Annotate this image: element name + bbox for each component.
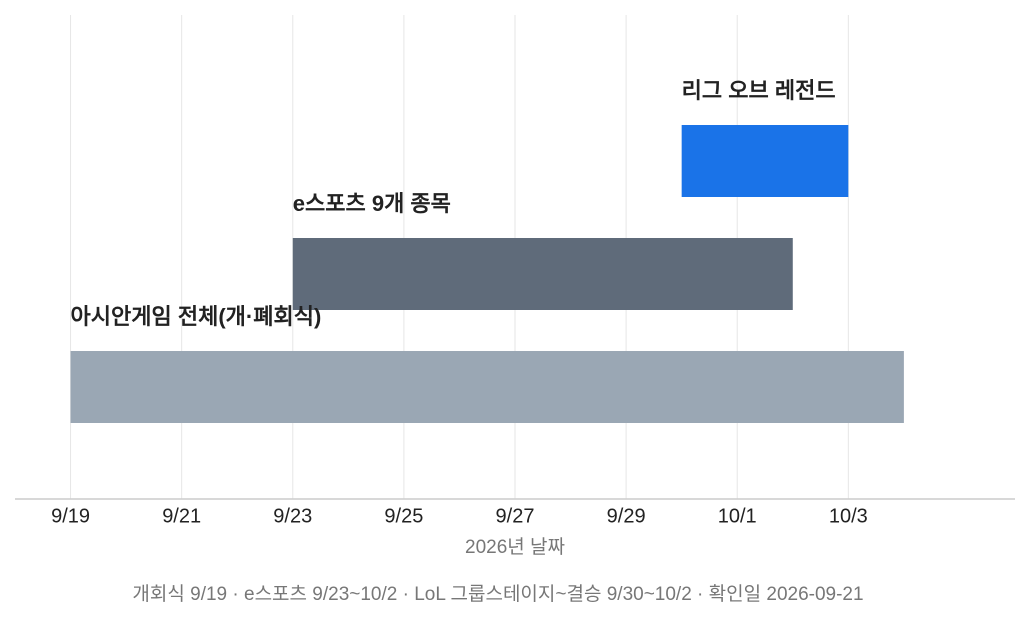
x-tick-label: 9/19 — [51, 505, 90, 527]
x-tick-label: 9/21 — [162, 505, 201, 527]
caption: 개회식 9/19 · e스포츠 9/23~10/2 · LoL 그룹스테이지~결… — [132, 583, 863, 605]
x-tick-label: 9/27 — [496, 505, 535, 527]
x-tick-label: 10/3 — [829, 505, 868, 527]
bar-label: e스포츠 9개 종목 — [293, 191, 451, 216]
bar — [681, 125, 849, 197]
bar-label: 아시안게임 전체(개·폐회식) — [71, 304, 322, 329]
x-tick-label: 10/1 — [718, 505, 757, 527]
bar — [292, 238, 793, 310]
x-axis-title: 2026년 날짜 — [465, 536, 565, 558]
x-tick-label: 9/29 — [607, 505, 646, 527]
bar-label: 리그 오브 레전드 — [682, 78, 836, 103]
x-tick-label: 9/23 — [273, 505, 312, 527]
bar — [70, 351, 904, 423]
x-tick-label: 9/25 — [384, 505, 423, 527]
